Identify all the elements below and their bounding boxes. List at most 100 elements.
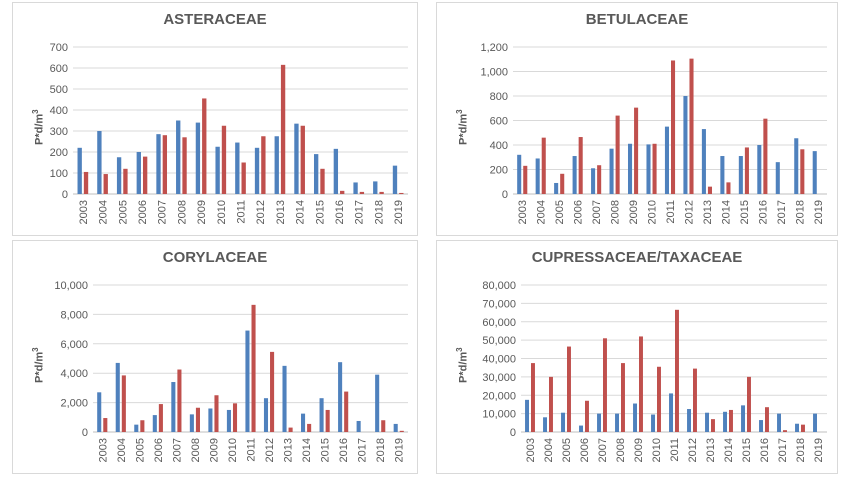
x-tick-label: 2013 [275,200,287,224]
bar-series-a [777,413,781,432]
bar-series-a [115,362,120,432]
x-tick-label: 2019 [394,438,406,462]
bar-series-b [300,125,305,194]
chart-plot: 0 10,000 20,000 30,000 40,000 50,000 60,000 70,… [482,280,827,462]
bar-series-b [320,168,325,194]
bar-series-b [359,191,365,194]
chart-plot: 0 2,000 4,000 6,000 8,000 10,000 2003 2004 2005 2… [54,280,408,462]
bar-series-a [579,425,583,432]
bar-series-b [195,407,200,432]
bar-series-a [333,148,339,194]
bar-series-b [162,135,168,194]
y-tick-label: 200 [490,165,508,177]
y-tick-label: 40,000 [482,354,516,366]
bar-series-b [241,162,246,194]
bar-series-a [554,182,559,194]
bar-series-a [759,420,763,432]
bar-series-b [689,58,694,195]
bar-series-b [560,173,565,194]
x-tick-label: 2010 [651,438,663,462]
bar-series-a [561,412,565,432]
y-tick-label: 500 [50,84,68,96]
bar-series-b [83,171,89,194]
bar-series-b [578,137,583,194]
bar-series-a [189,414,194,432]
x-tick-label: 2014 [720,200,732,224]
y-tick-label: 10,000 [54,280,88,292]
chart-cupressaceae-taxaceae: CUPRESSACEAE/TAXACEAE P*d/m3 0 10,000 20,0… [436,240,838,474]
y-tick-label: 80,000 [482,280,516,292]
x-tick-label: 2006 [153,438,165,462]
bar-series-a [609,148,614,194]
x-tick-label: 2013 [705,438,717,462]
bar-series-b [729,409,733,432]
x-tick-label: 2003 [525,438,537,462]
x-tick-label: 2007 [171,438,183,462]
bar-series-a [701,129,706,194]
bar-series-a [171,382,176,432]
bar-series-a [738,156,743,194]
bar-series-b [399,430,404,432]
bar-series-a [757,145,762,194]
x-tick-label: 2006 [573,200,585,224]
x-tick-label: 2010 [216,200,228,224]
x-tick-label: 2011 [665,200,677,224]
bar-series-a [356,420,361,432]
bar-series-b [221,125,227,194]
bar-series-b [261,136,266,194]
bar-series-b [652,143,657,194]
bar-series-a [235,142,240,194]
x-tick-label: 2014 [301,438,313,462]
bar-series-a [274,136,279,194]
bar-series-a [572,156,577,194]
bar-series-b [639,336,643,432]
x-tick-label: 2019 [393,200,405,224]
bar-series-a [134,424,139,432]
x-tick-label: 2016 [338,438,350,462]
x-tick-label: 2004 [98,200,110,224]
chart-asteraceae: ASTERACEAE P*d/m3 0 100 200 300 400 500 600 700… [12,2,418,236]
x-tick-label: 2015 [314,200,326,224]
y-tick-label: 300 [50,126,68,138]
y-tick-label: 8,000 [60,309,88,321]
x-tick-label: 2015 [739,200,751,224]
x-tick-label: 2008 [190,438,202,462]
y-tick-label: 4,000 [60,368,88,380]
bar-series-a [208,408,213,432]
x-tick-label: 2007 [591,200,603,224]
chart-title: CORYLACEAE [162,249,268,266]
y-tick-label: 1,200 [480,42,508,54]
bar-series-a [633,403,637,432]
y-tick-label: 0 [510,427,516,439]
x-tick-label: 2006 [137,200,149,224]
bar-series-a [517,154,522,194]
bar-series-a [741,405,745,432]
y-tick-label: 400 [490,140,508,152]
bar-series-b [765,407,769,432]
y-tick-label: 1,000 [480,67,508,79]
bar-series-b [379,191,384,194]
bar-series-a [156,134,161,194]
x-tick-label: 2017 [776,200,788,224]
x-tick-label: 2017 [357,438,369,462]
bar-series-b [597,165,602,194]
bar-series-b [123,168,128,194]
bar-series-b [202,98,207,194]
x-tick-label: 2014 [723,438,735,462]
bar-series-a [215,146,220,194]
y-tick-label: 800 [490,91,508,103]
bar-series-b [158,404,163,432]
bar-series-a [597,413,601,432]
bar-series-b [280,64,286,194]
y-tick-label: 30,000 [482,372,516,384]
bar-series-b [307,423,312,432]
y-tick-label: 600 [50,63,68,75]
x-tick-label: 2010 [647,200,659,224]
x-tick-label: 2011 [669,438,681,462]
x-tick-label: 2012 [255,200,267,224]
bar-series-a [525,399,529,432]
y-tick-label: 10,000 [482,409,516,421]
bar-series-a [543,417,547,432]
bar-series-a [646,144,651,194]
bar-series-b [103,174,108,194]
